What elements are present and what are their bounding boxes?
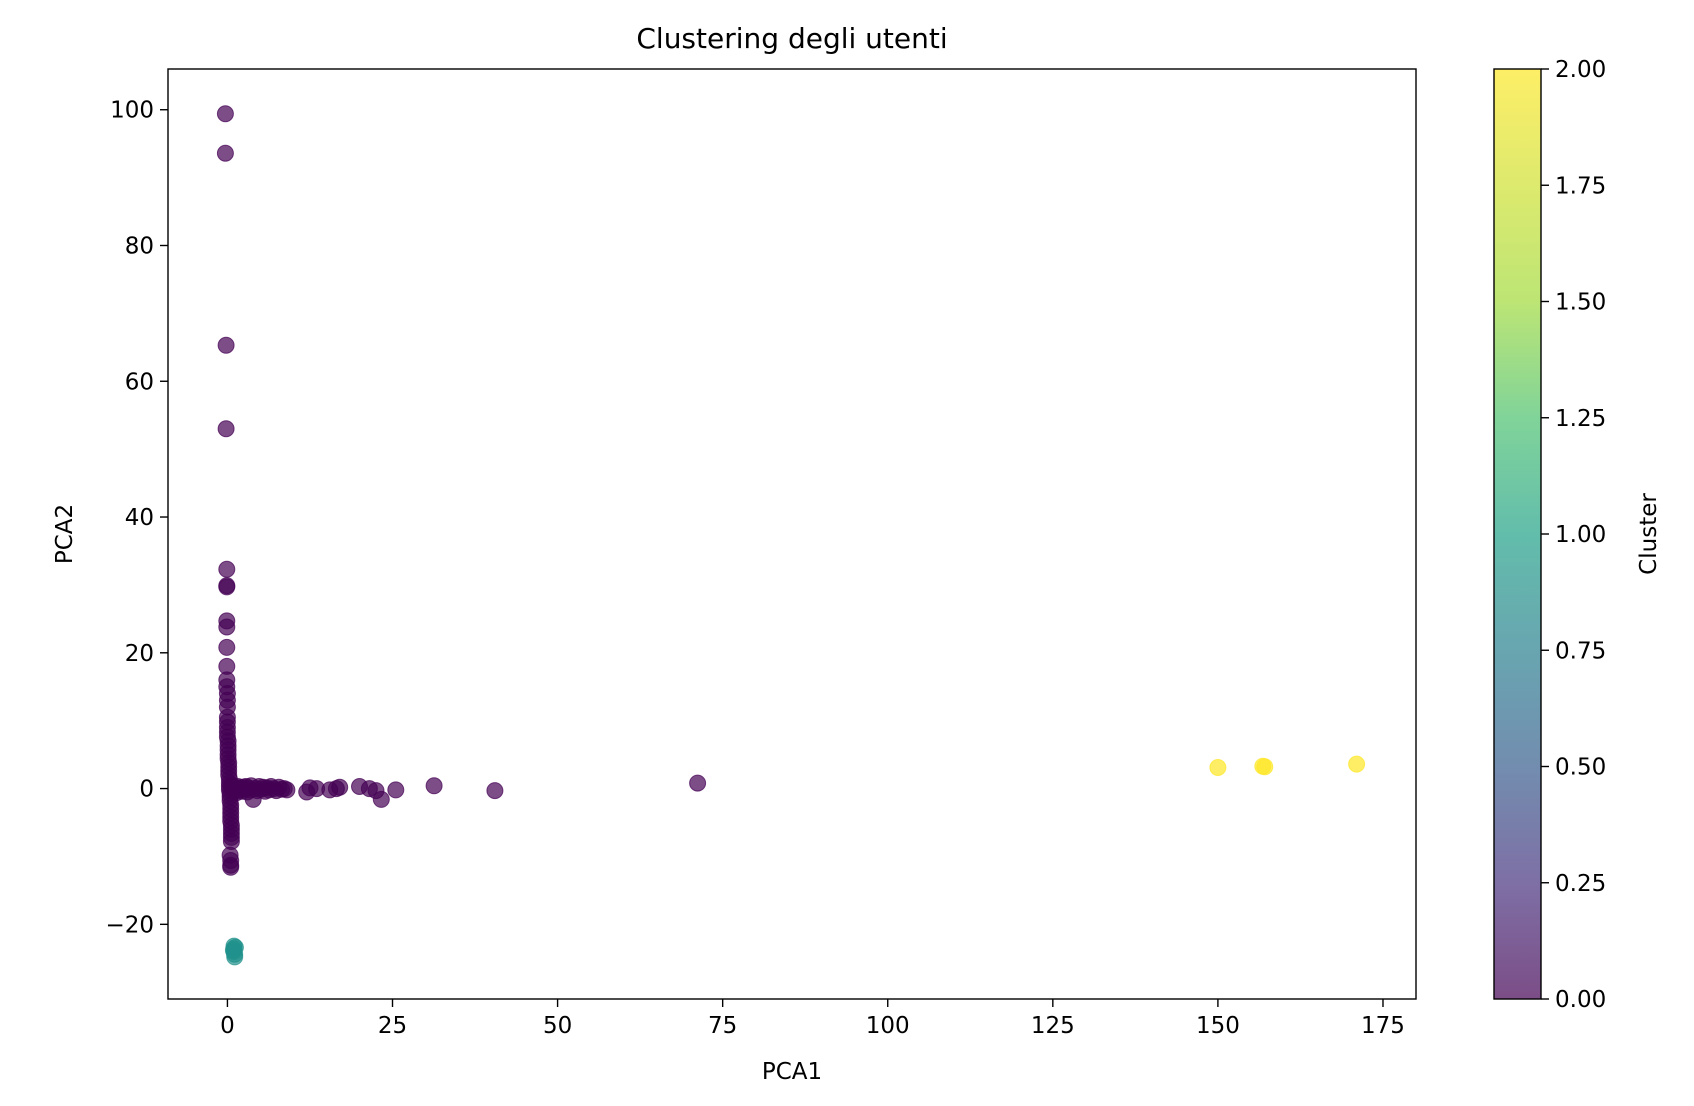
colorbar-tick-label: 1.75 <box>1555 173 1606 199</box>
colorbar-tick-label: 2.00 <box>1555 57 1606 83</box>
y-tick-label: −20 <box>105 912 154 938</box>
colorbar-tick-label: 1.50 <box>1555 290 1606 316</box>
data-point-cluster-0 <box>218 618 236 636</box>
data-point-cluster-2 <box>1348 755 1366 773</box>
x-tick-label: 0 <box>220 1013 235 1039</box>
colorbar-axis: 0.00 0.25 0.50 0.75 1.00 1.25 1.50 1.75 2.00 <box>1541 57 1606 1013</box>
chart-title: Clustering degli utenti <box>636 22 947 55</box>
data-point-cluster-0 <box>387 781 405 799</box>
data-point-cluster-1 <box>226 938 244 956</box>
data-point-cluster-0 <box>218 578 236 596</box>
x-axis: 0 25 50 75 100 125 150 175 <box>220 999 1405 1039</box>
x-tick-label: 150 <box>1196 1013 1240 1039</box>
data-point-cluster-0 <box>216 144 234 162</box>
data-point-cluster-0 <box>216 105 234 123</box>
colorbar-label: Cluster <box>1636 493 1662 575</box>
colorbar-tick-label: 1.00 <box>1555 522 1606 548</box>
data-point-cluster-0 <box>331 778 349 796</box>
y-tick-label: 20 <box>125 641 154 667</box>
points-layer <box>216 105 1366 966</box>
x-tick-label: 25 <box>378 1013 407 1039</box>
colorbar-tick-label: 0.50 <box>1555 755 1606 781</box>
data-point-cluster-0 <box>222 858 240 876</box>
y-axis: −20 0 20 40 60 80 100 <box>105 98 168 938</box>
data-point-cluster-0 <box>278 781 296 799</box>
colorbar <box>1494 69 1541 999</box>
data-point-cluster-0 <box>217 420 235 438</box>
y-tick-label: 80 <box>125 233 154 259</box>
x-tick-label: 75 <box>708 1013 737 1039</box>
y-tick-label: 0 <box>139 777 154 803</box>
data-point-cluster-0 <box>217 336 235 354</box>
data-point-cluster-2 <box>1209 759 1227 776</box>
data-point-cluster-0 <box>486 782 504 800</box>
data-point-cluster-0 <box>689 774 707 792</box>
plot-frame <box>167 68 1417 1000</box>
plot-area <box>168 69 1416 999</box>
colorbar-tick-label: 0.00 <box>1555 987 1606 1013</box>
data-point-cluster-0 <box>218 560 236 578</box>
data-point-cluster-0 <box>372 790 390 808</box>
colorbar-tick-label: 1.25 <box>1555 406 1606 432</box>
data-point-cluster-0 <box>218 638 236 656</box>
colorbar-tick-label: 0.75 <box>1555 638 1606 664</box>
y-axis-label: PCA2 <box>52 504 78 564</box>
data-point-cluster-2 <box>1256 758 1274 776</box>
x-tick-label: 100 <box>866 1013 910 1039</box>
colorbar-tick-label: 0.25 <box>1555 871 1606 897</box>
y-tick-label: 60 <box>125 369 154 395</box>
x-tick-label: 175 <box>1361 1013 1405 1039</box>
x-axis-label: PCA1 <box>762 1059 822 1085</box>
x-tick-label: 50 <box>543 1013 572 1039</box>
x-tick-label: 125 <box>1031 1013 1075 1039</box>
data-point-cluster-0 <box>425 777 443 795</box>
y-tick-label: 100 <box>110 98 154 124</box>
y-tick-label: 40 <box>125 505 154 531</box>
